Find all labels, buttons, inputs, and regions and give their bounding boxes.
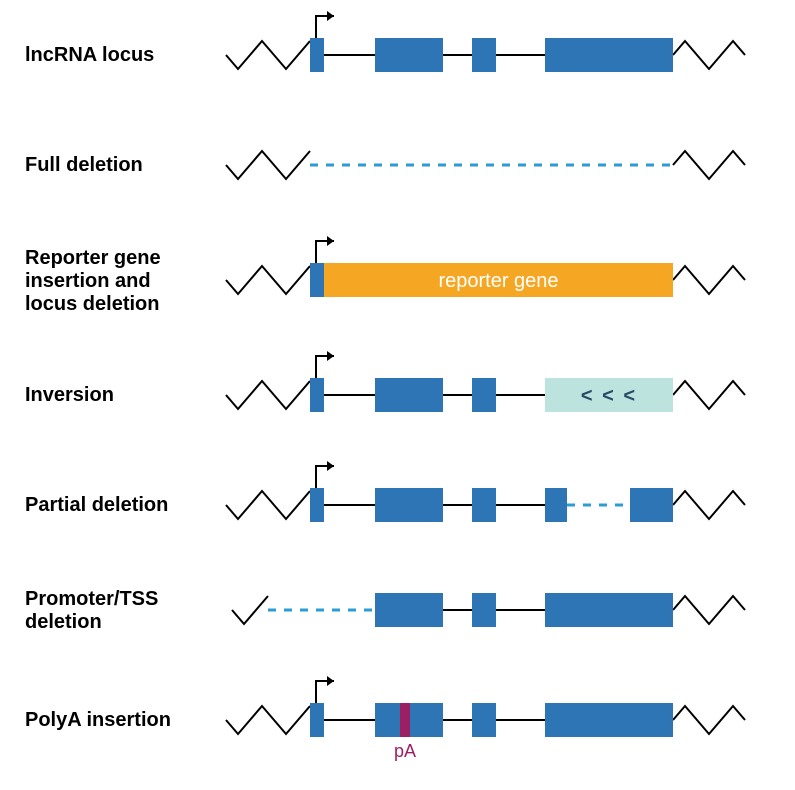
- row-inversion: Inversion < < <: [25, 351, 745, 412]
- zigzag-right-icon: [673, 706, 745, 734]
- row-label: insertion and: [25, 270, 151, 292]
- zigzag-left-icon: [226, 381, 310, 409]
- exon-box: [545, 38, 673, 72]
- inversion-arrows-icon: < < <: [581, 385, 637, 407]
- row-label: PolyA insertion: [25, 709, 171, 731]
- tss-arrowhead-icon: [327, 676, 334, 686]
- tss-arrow-icon: [316, 356, 334, 378]
- zigzag-right-icon: [673, 381, 745, 409]
- polya-insert-box: [400, 703, 410, 737]
- exon-box: [375, 38, 443, 72]
- exon-box: [310, 378, 324, 412]
- exon-box: [472, 378, 496, 412]
- exon-box: [310, 488, 324, 522]
- zigzag-right-icon: [673, 596, 745, 624]
- exon-box: [375, 488, 443, 522]
- row-promoter-tss-deletion: Promoter/TSSdeletion: [25, 588, 745, 633]
- exon-box: [310, 38, 324, 72]
- row-reporter: Reporter geneinsertion andlocus deletion…: [25, 236, 745, 315]
- row-partial-deletion: Partial deletion: [25, 461, 745, 522]
- zigzag-right-icon: [673, 266, 745, 294]
- zigzag-left-icon: [232, 596, 268, 624]
- exon-box: [630, 488, 673, 522]
- exon-box: [375, 378, 443, 412]
- tss-arrow-icon: [316, 466, 334, 488]
- exon-box: [375, 593, 443, 627]
- exon-box: [310, 703, 324, 737]
- row-label: Promoter/TSS: [25, 588, 158, 610]
- row-lncrna-locus: lncRNA locus: [25, 11, 745, 72]
- tss-arrow-icon: [316, 16, 334, 38]
- exon-box: [545, 593, 673, 627]
- tss-arrow-icon: [316, 681, 334, 703]
- tss-arrow-icon: [316, 241, 334, 263]
- zigzag-left-icon: [226, 41, 310, 69]
- reporter-gene-label: reporter gene: [438, 270, 558, 292]
- row-polya-insertion: PolyA insertion pA: [25, 676, 745, 761]
- zigzag-right-icon: [673, 151, 745, 179]
- tss-arrowhead-icon: [327, 11, 334, 21]
- zigzag-right-icon: [673, 41, 745, 69]
- zigzag-left-icon: [226, 706, 310, 734]
- polya-label: pA: [394, 741, 416, 761]
- zigzag-right-icon: [673, 491, 745, 519]
- exon-box: [472, 488, 496, 522]
- row-label: Full deletion: [25, 154, 143, 176]
- row-label: Reporter gene: [25, 247, 161, 269]
- exon-box: [545, 488, 567, 522]
- exon-box: [472, 38, 496, 72]
- tss-arrowhead-icon: [327, 461, 334, 471]
- row-full-deletion: Full deletion: [25, 151, 745, 179]
- exon-box: [472, 703, 496, 737]
- zigzag-left-icon: [226, 151, 310, 179]
- row-label: deletion: [25, 611, 102, 633]
- row-label: locus deletion: [25, 293, 159, 315]
- zigzag-left-icon: [226, 266, 310, 294]
- exon-box: [545, 703, 673, 737]
- row-label: lncRNA locus: [25, 44, 154, 66]
- exon-box: [310, 263, 324, 297]
- tss-arrowhead-icon: [327, 351, 334, 361]
- row-label: Partial deletion: [25, 494, 168, 516]
- row-label: Inversion: [25, 384, 114, 406]
- zigzag-left-icon: [226, 491, 310, 519]
- exon-box: [472, 593, 496, 627]
- tss-arrowhead-icon: [327, 236, 334, 246]
